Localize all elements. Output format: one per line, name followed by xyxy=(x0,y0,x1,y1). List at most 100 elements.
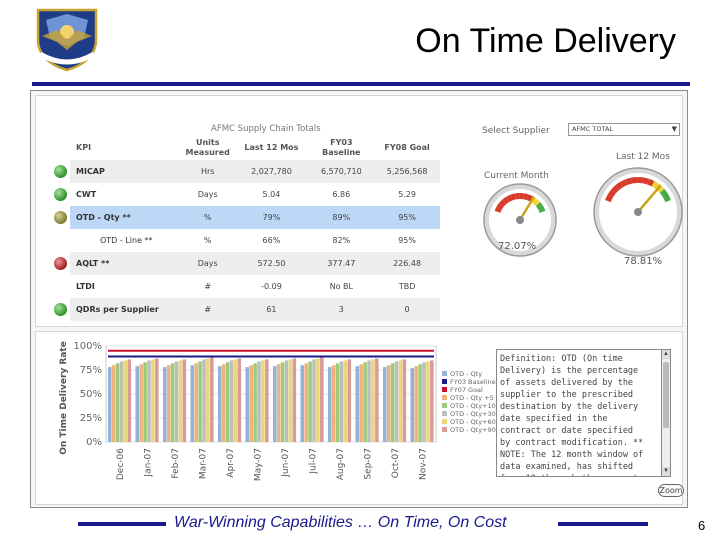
supplier-value: AFMC TOTAL xyxy=(572,125,614,133)
bar xyxy=(363,362,367,442)
y-tick-label: 25% xyxy=(80,413,102,424)
gauge-band xyxy=(657,186,663,192)
y-tick-label: 100% xyxy=(73,341,102,352)
legend-label: OTD - Qty +5 xyxy=(450,394,494,402)
bar xyxy=(221,364,226,442)
gauge-band xyxy=(611,185,620,194)
kpi-name: MICAP xyxy=(76,167,105,176)
cell-baseline: No BL xyxy=(329,282,353,291)
column-header-goal: FY08 Goal xyxy=(384,143,430,152)
gauge-band xyxy=(538,208,545,212)
table-row-otd-line[interactable]: OTD - Line ** % 66% 82% 95% xyxy=(70,229,440,252)
gauge-band xyxy=(534,200,540,206)
bar xyxy=(320,357,324,442)
chart-panel: 0% 25% 50% 75% 100% On Time Delivery Rate Dec-… xyxy=(35,331,684,505)
on-time-delivery-chart: 0% 25% 50% 75% 100% On Time Delivery Rate Dec-… xyxy=(59,341,496,481)
bar xyxy=(218,366,222,442)
scroll-thumb[interactable] xyxy=(663,362,669,428)
supplier-dropdown[interactable]: AFMC TOTAL ▼ xyxy=(568,123,680,136)
table-row-aqlt[interactable]: AQLT ** Days 572.50 377.47 226.48 xyxy=(54,252,440,275)
bar xyxy=(304,363,308,442)
kpi-name: CWT xyxy=(76,190,97,199)
bar xyxy=(375,358,379,442)
bar xyxy=(178,360,183,442)
bar xyxy=(225,362,230,442)
status-indicator-olive xyxy=(54,211,67,224)
gauge-band xyxy=(663,195,670,200)
cell-baseline: 6.86 xyxy=(332,190,351,199)
gauge-band xyxy=(651,181,656,187)
column-header-units: Units Measured xyxy=(185,138,230,157)
bar xyxy=(328,367,332,442)
bar xyxy=(143,362,147,442)
bar xyxy=(414,366,418,442)
chevron-down-icon: ▼ xyxy=(671,125,677,133)
gauge-band xyxy=(653,182,658,189)
bar xyxy=(308,361,312,442)
scroll-down-icon[interactable]: ▼ xyxy=(662,467,670,476)
bar xyxy=(386,365,391,442)
gauge-band xyxy=(523,193,529,201)
cell-last12: 5.04 xyxy=(262,190,281,199)
gauge-band xyxy=(502,196,510,205)
table-row-qdrs[interactable]: QDRs per Supplier # 61 3 0 xyxy=(54,298,440,321)
cell-goal: 0 xyxy=(374,298,440,321)
bar xyxy=(402,359,407,442)
table-row-micap[interactable]: MICAP Hrs 2,027,780 6,570,710 5,256,568 xyxy=(54,160,440,183)
last-12-mos-gauge xyxy=(593,167,683,257)
y-tick-label: 75% xyxy=(80,365,102,376)
bar xyxy=(430,360,434,442)
bar xyxy=(394,361,399,442)
definition-scrollbar[interactable]: ▲ ▼ xyxy=(661,349,671,477)
bar xyxy=(418,364,422,442)
gauge-band xyxy=(536,203,543,209)
y-tick-label: 0% xyxy=(86,437,102,448)
bar xyxy=(108,367,112,442)
zoom-button[interactable]: Zoom xyxy=(658,484,684,497)
gauge-band xyxy=(499,199,507,207)
definition-textbox[interactable]: Definition: OTD (On time Delivery) is th… xyxy=(496,349,662,477)
bar xyxy=(233,359,238,442)
bar xyxy=(410,368,415,442)
legend-swatch xyxy=(442,419,447,424)
scroll-up-icon[interactable]: ▲ xyxy=(662,350,670,359)
bar xyxy=(147,360,151,442)
bar xyxy=(237,358,242,442)
bar xyxy=(331,365,336,442)
x-tick-label: May-07 xyxy=(253,448,263,481)
footer-tagline: War-Winning Capabilities … On Time, On C… xyxy=(174,514,507,531)
cell-last12: -0.09 xyxy=(261,282,282,291)
legend-swatch xyxy=(442,427,447,432)
table-row-ltdi[interactable]: LTDI # -0.09 No BL TBD xyxy=(70,275,440,298)
table-row-cwt[interactable]: CWT Days 5.04 6.86 5.29 xyxy=(54,183,440,206)
status-indicator-green xyxy=(54,188,67,201)
bar xyxy=(316,358,320,442)
gauge-band xyxy=(652,181,657,188)
gauge-band xyxy=(538,207,545,211)
legend-swatch xyxy=(442,411,447,416)
bar xyxy=(245,367,250,442)
bar xyxy=(371,359,375,442)
cell-units: % xyxy=(203,236,212,245)
legend-swatch xyxy=(442,379,447,384)
cell-baseline: 6,570,710 xyxy=(308,160,375,183)
table-row-otd-qty[interactable]: OTD - Qty ** % 79% 89% 95% xyxy=(54,206,440,229)
gauge-band xyxy=(642,177,649,185)
bar xyxy=(119,361,124,442)
bar xyxy=(198,361,202,442)
gauge-band xyxy=(662,194,669,199)
gauge-band xyxy=(631,177,638,184)
status-indicator-red xyxy=(54,257,67,270)
gauge-band xyxy=(661,192,668,197)
x-tick-label: Jun-07 xyxy=(281,448,291,478)
gauge-band xyxy=(526,194,533,202)
cell-units: Days xyxy=(181,252,235,275)
kpi-panel: AFMC Supply Chain Totals KPI Units Measu… xyxy=(35,95,683,327)
x-tick-label: Nov-07 xyxy=(418,448,428,480)
gauge-needle xyxy=(518,196,535,222)
gauge-needle xyxy=(636,184,662,214)
bar xyxy=(426,361,430,442)
gauge-band xyxy=(662,193,669,198)
legend-swatch xyxy=(442,371,447,376)
bar xyxy=(347,359,352,442)
